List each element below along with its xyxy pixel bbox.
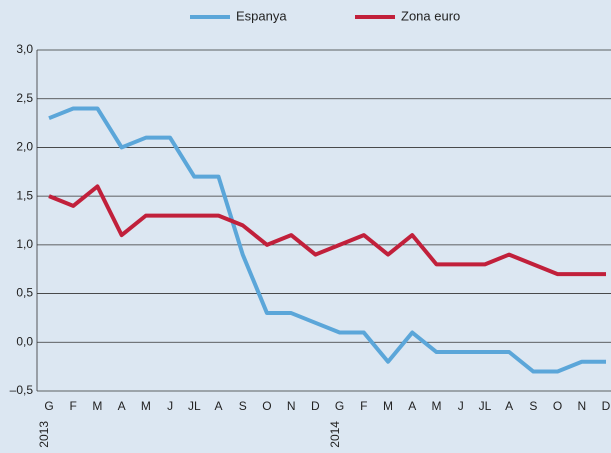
x-tick-label: A	[505, 399, 513, 413]
x-tick-label: JL	[479, 399, 492, 413]
x-tick-label: O	[553, 399, 562, 413]
x-tick-label: A	[408, 399, 416, 413]
x-tick-label: J	[458, 399, 464, 413]
x-tick-label: F	[70, 399, 77, 413]
x-tick-label: G	[44, 399, 53, 413]
legend-label: Espanya	[236, 8, 287, 23]
x-tick-label: A	[215, 399, 223, 413]
x-tick-label: O	[262, 399, 271, 413]
x-tick-label: A	[118, 399, 126, 413]
y-tick-label: 1,5	[16, 188, 33, 202]
x-tick-label: M	[141, 399, 151, 413]
year-label: 2013	[37, 421, 51, 448]
x-tick-label: N	[577, 399, 586, 413]
x-tick-label: J	[167, 399, 173, 413]
x-tick-label: M	[92, 399, 102, 413]
y-tick-label: 2,5	[16, 91, 33, 105]
x-tick-label: JL	[188, 399, 201, 413]
series-line	[48, 106, 606, 374]
x-tick-label: G	[335, 399, 344, 413]
y-tick-label: 0,5	[16, 286, 33, 300]
x-tick-label: M	[431, 399, 441, 413]
x-tick-label: D	[602, 399, 611, 413]
legend-label: Zona euro	[401, 8, 460, 23]
year-label: 2014	[328, 421, 342, 448]
y-tick-label: 0,0	[16, 334, 33, 348]
y-tick-label: –0,5	[10, 383, 34, 397]
series-line	[48, 184, 606, 277]
y-tick-label: 3,0	[16, 42, 33, 56]
x-tick-label: M	[383, 399, 393, 413]
y-tick-label: 2,0	[16, 140, 33, 154]
x-tick-label: S	[529, 399, 537, 413]
x-tick-label: S	[239, 399, 247, 413]
y-tick-label: 1,0	[16, 237, 33, 251]
x-tick-label: N	[287, 399, 296, 413]
x-tick-label: D	[311, 399, 320, 413]
x-tick-label: F	[360, 399, 367, 413]
